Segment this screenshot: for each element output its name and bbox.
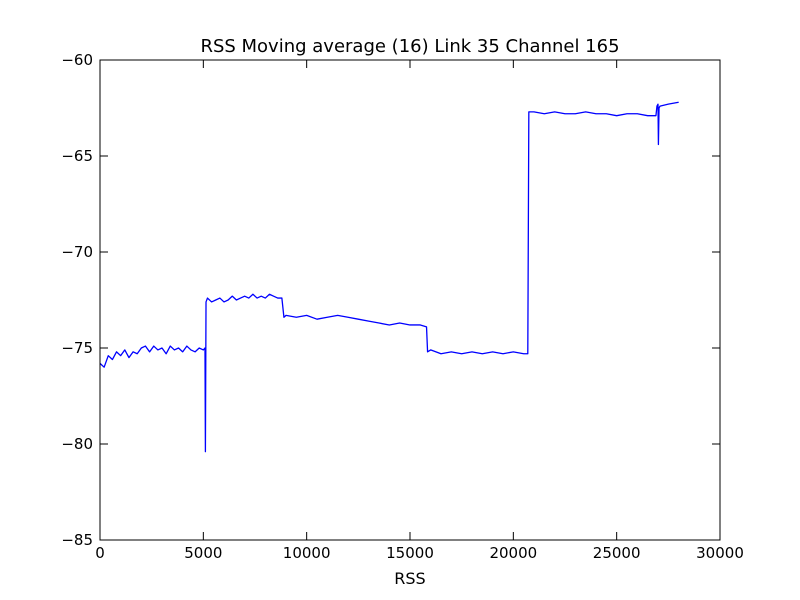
- y-tick-label: −75: [61, 339, 93, 357]
- chart-title: RSS Moving average (16) Link 35 Channel …: [200, 36, 619, 57]
- x-axis: 0 5000 10000 15000 20000 25000 30000: [95, 60, 744, 562]
- y-tick-label: −80: [61, 435, 93, 453]
- y-axis: −85 −80 −75 −70 −65 −60: [61, 51, 720, 549]
- series-line-0: [99, 101, 679, 453]
- x-tick-label: 15000: [386, 544, 434, 562]
- x-tick-label: 10000: [283, 544, 331, 562]
- plot-frame: [99, 59, 721, 541]
- x-tick-label: 30000: [696, 544, 744, 562]
- y-tick-label: −65: [61, 147, 93, 165]
- x-tick-label: 5000: [184, 544, 222, 562]
- y-tick-label: −60: [61, 51, 93, 69]
- y-tick-label: −85: [61, 531, 93, 549]
- x-tick-label: 0: [95, 544, 105, 562]
- x-tick-label: 25000: [593, 544, 641, 562]
- y-tick-label: −70: [61, 243, 93, 261]
- plot-area: [99, 59, 721, 541]
- x-tick-label: 20000: [489, 544, 537, 562]
- x-axis-label: RSS: [394, 569, 425, 588]
